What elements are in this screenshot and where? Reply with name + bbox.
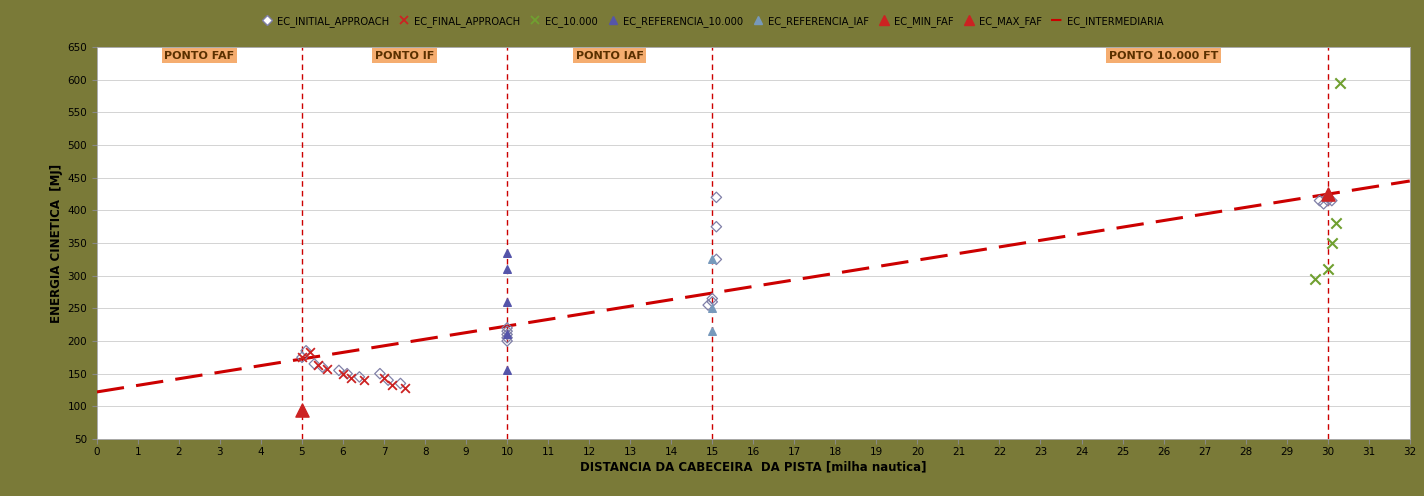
Point [496,334,518,342]
Point [347,373,370,381]
Point [496,298,518,306]
Point [290,406,313,414]
Point [380,381,403,389]
Point [701,255,723,263]
Point [1309,196,1331,204]
Point [701,327,723,335]
Point [373,374,396,382]
Point [1324,219,1347,227]
Point [315,365,337,373]
Point [393,384,416,392]
Point [340,373,363,381]
Point [1316,190,1339,198]
Point [496,327,518,335]
Point [303,360,326,368]
Point [701,298,723,306]
Point [496,330,518,338]
Legend: EC_INITIAL_APPROACH, EC_FINAL_APPROACH, EC_10.000, EC_REFERENCIA_10.000, EC_REFE: EC_INITIAL_APPROACH, EC_FINAL_APPROACH, … [258,12,1166,30]
Point [705,255,728,263]
Point [377,376,400,384]
Point [496,330,518,338]
Text: PONTO IAF: PONTO IAF [575,51,644,61]
Y-axis label: ENERGIA CINETICA  [MJ]: ENERGIA CINETICA [MJ] [50,164,63,322]
Point [496,367,518,374]
Point [705,223,728,231]
Point [496,265,518,273]
Point [389,379,412,387]
Point [308,361,330,369]
Point [496,249,518,257]
Text: PONTO 10.000 FT: PONTO 10.000 FT [1109,51,1219,61]
Point [1316,265,1339,273]
Point [1312,200,1334,208]
Point [496,324,518,332]
Point [290,353,313,361]
Point [290,353,313,361]
Point [1320,239,1343,247]
Text: PONTO IF: PONTO IF [375,51,434,61]
Point [705,193,728,201]
Point [295,347,318,355]
Point [1320,196,1343,204]
Point [328,367,350,374]
Point [369,370,392,377]
Point [1316,196,1339,204]
Point [1329,79,1351,87]
Point [496,337,518,345]
Point [332,370,355,377]
Point [336,370,359,377]
Point [1304,275,1327,283]
Point [696,301,719,309]
X-axis label: DISTANCIA DA CABECEIRA  DA PISTA [milha nautica]: DISTANCIA DA CABECEIRA DA PISTA [milha n… [580,461,927,474]
Point [701,295,723,303]
Point [701,305,723,312]
Point [1316,193,1339,201]
Point [352,376,375,384]
Text: PONTO FAF: PONTO FAF [164,51,235,61]
Point [310,363,333,371]
Point [299,348,322,356]
